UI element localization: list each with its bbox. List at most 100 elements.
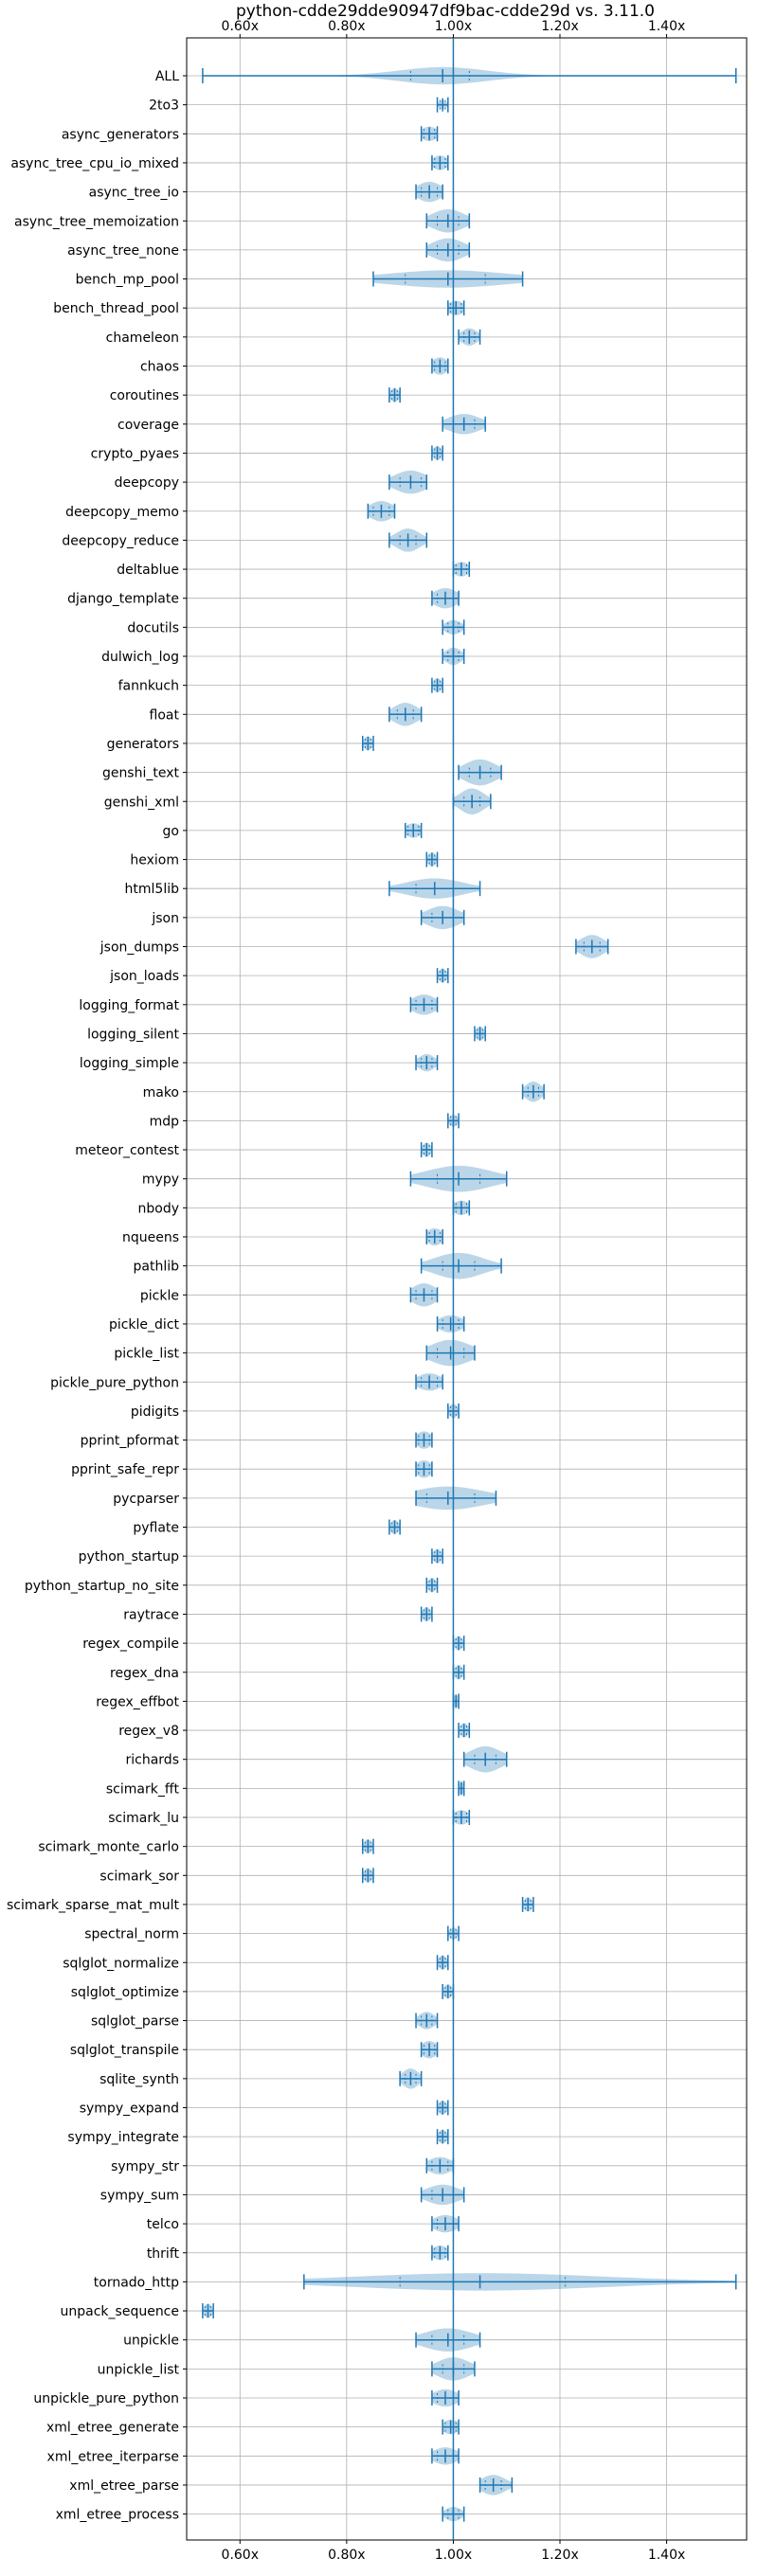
x-tick-label-top: 1.40x xyxy=(648,19,685,34)
y-tick-label: json_dumps xyxy=(99,940,179,956)
y-tick-label: pycparser xyxy=(113,1492,179,1507)
y-tick-label: deepcopy_reduce xyxy=(62,533,179,548)
y-tick-label: thrift xyxy=(147,2246,180,2262)
y-tick-label: logging_simple xyxy=(80,1056,179,1071)
y-tick-label: sympy_sum xyxy=(100,2188,179,2203)
y-tick-label: pidigits xyxy=(131,1404,179,1420)
y-tick-label: regex_dna xyxy=(110,1666,179,1681)
x-tick-label-top: 0.60x xyxy=(222,19,259,34)
y-tick-label: meteor_contest xyxy=(75,1143,179,1158)
y-tick-label: xml_etree_parse xyxy=(69,2478,179,2494)
y-tick-label: async_generators xyxy=(62,127,179,142)
y-tick-label: scimark_monte_carlo xyxy=(38,1840,179,1855)
y-tick-label: telco xyxy=(147,2217,179,2232)
y-tick-label: deepcopy_memo xyxy=(65,505,179,520)
y-tick-label: sympy_expand xyxy=(80,2102,179,2117)
y-tick-label: scimark_sparse_mat_mult xyxy=(7,1898,179,1913)
y-tick-label: bench_mp_pool xyxy=(76,273,179,288)
y-tick-label: coverage xyxy=(117,418,179,433)
x-tick-label-top: 0.80x xyxy=(328,19,365,34)
y-tick-label: mako xyxy=(143,1085,179,1100)
y-tick-label: pickle_dict xyxy=(109,1317,180,1333)
y-tick-label: mypy xyxy=(142,1172,179,1188)
y-tick-label: pickle xyxy=(140,1288,179,1303)
y-tick-label: scimark_lu xyxy=(108,1811,179,1826)
y-tick-label: unpickle xyxy=(123,2334,179,2349)
y-tick-label: regex_compile xyxy=(82,1637,179,1652)
y-tick-label: logging_silent xyxy=(87,1027,179,1042)
y-tick-label: sqlglot_normalize xyxy=(63,1956,179,1971)
x-tick-label-bottom: 1.40x xyxy=(648,2548,685,2563)
y-tick-label: async_tree_none xyxy=(67,243,179,259)
y-tick-label: hexiom xyxy=(130,853,179,868)
y-tick-label: float xyxy=(150,707,180,723)
y-tick-label: regex_v8 xyxy=(118,1724,179,1739)
y-tick-label: dulwich_log xyxy=(101,650,179,665)
y-tick-label: sqlglot_parse xyxy=(91,2014,179,2030)
y-tick-label: pyflate xyxy=(133,1521,179,1536)
y-tick-label: json xyxy=(151,911,179,926)
y-tick-label: unpickle_pure_python xyxy=(33,2391,179,2406)
x-tick-label-bottom: 0.80x xyxy=(328,2548,365,2563)
violin-layer xyxy=(202,66,737,2522)
y-tick-label: scimark_sor xyxy=(99,1869,179,1884)
y-tick-label: fannkuch xyxy=(118,679,179,694)
y-tick-label: ALL xyxy=(155,69,179,84)
y-tick-label: deepcopy xyxy=(115,475,179,491)
x-tick-label-bottom: 1.20x xyxy=(541,2548,578,2563)
y-tick-label: json_loads xyxy=(109,969,179,984)
y-tick-label: python_startup xyxy=(79,1549,179,1565)
y-tick-label: xml_etree_generate xyxy=(46,2421,179,2436)
y-tick-label: pathlib xyxy=(134,1260,180,1275)
y-tick-label: pickle_pure_python xyxy=(50,1375,179,1390)
y-tick-label: sympy_integrate xyxy=(67,2130,179,2145)
y-tick-label: regex_effbot xyxy=(96,1694,179,1709)
y-tick-label: richards xyxy=(126,1753,180,1768)
y-tick-label: python_startup_no_site xyxy=(25,1579,179,1594)
y-tick-label: xml_etree_process xyxy=(56,2508,179,2523)
y-tick-label: sqlite_synth xyxy=(99,2072,179,2087)
y-tick-label: mdp xyxy=(150,1114,180,1129)
y-tick-label: xml_etree_iterparse xyxy=(47,2449,179,2464)
y-tick-label: async_tree_cpu_io_mixed xyxy=(10,156,179,171)
y-tick-label: raytrace xyxy=(123,1607,179,1622)
y-tick-label: chameleon xyxy=(106,331,179,346)
y-tick-label: genshi_xml xyxy=(104,795,179,810)
x-tick-label-top: 1.00x xyxy=(435,19,472,34)
y-tick-label: go xyxy=(163,824,179,839)
x-tick-label-bottom: 0.60x xyxy=(222,2548,259,2563)
y-tick-label: genshi_text xyxy=(102,766,180,781)
y-tick-label: pprint_safe_repr xyxy=(71,1462,179,1477)
y-tick-label: sympy_str xyxy=(111,2159,179,2174)
y-tick-label: tornado_http xyxy=(94,2275,179,2290)
y-tick-label: bench_thread_pool xyxy=(53,301,179,316)
y-tick-label: sqlglot_optimize xyxy=(71,1985,179,2000)
y-tick-label: async_tree_io xyxy=(89,186,179,201)
y-tick-label: spectral_norm xyxy=(84,1927,179,1942)
y-tick-label: unpack_sequence xyxy=(61,2304,179,2319)
y-tick-label: logging_format xyxy=(79,998,179,1013)
y-tick-label: async_tree_memoization xyxy=(14,214,179,229)
y-tick-label: django_template xyxy=(67,592,179,607)
y-tick-label: pprint_pformat xyxy=(81,1434,180,1449)
y-tick-label: docutils xyxy=(127,620,179,635)
y-tick-label: scimark_fft xyxy=(106,1781,180,1797)
y-tick-label: nbody xyxy=(138,1201,180,1216)
x-tick-label-bottom: 1.00x xyxy=(435,2548,472,2563)
y-tick-label: 2to3 xyxy=(149,98,179,114)
axis-layer: 0.60x 0.60x 0.80x 0.80x 1.00x 1.00x 1.20x 1.20x… xyxy=(7,19,748,2563)
plot-frame xyxy=(186,37,748,2541)
y-tick-label: nqueens xyxy=(122,1230,179,1245)
y-tick-label: unpickle_list xyxy=(98,2362,180,2377)
y-tick-label: crypto_pyaes xyxy=(91,446,179,461)
chart-title: python-cdde29dde90947df9bac-cdde29d vs. … xyxy=(236,2,655,21)
y-tick-label: generators xyxy=(107,737,179,752)
y-tick-label: html5lib xyxy=(125,882,180,897)
x-tick-label-top: 1.20x xyxy=(541,19,578,34)
y-tick-label: coroutines xyxy=(110,388,179,403)
y-tick-label: chaos xyxy=(140,360,179,375)
y-tick-label: deltablue xyxy=(117,563,179,578)
y-tick-label: pickle_list xyxy=(114,1347,179,1362)
y-tick-label: sqlglot_transpile xyxy=(70,2043,179,2058)
